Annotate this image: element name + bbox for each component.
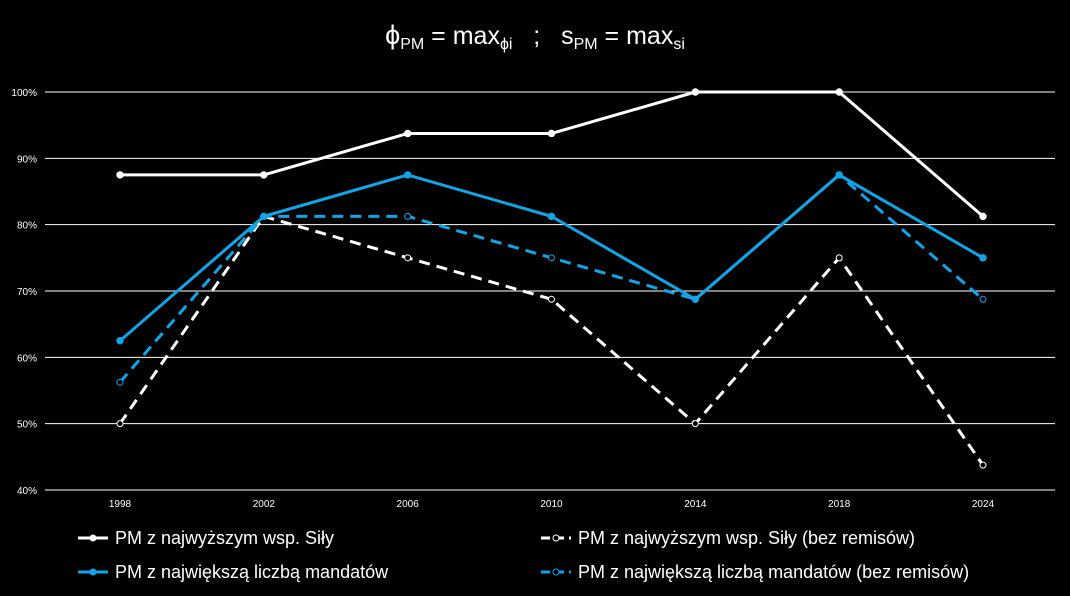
x-tick-label: 2014 (684, 499, 707, 510)
data-point (979, 212, 987, 221)
x-tick-label: 2024 (972, 499, 995, 510)
legend-marker (89, 568, 97, 576)
data-point (404, 212, 412, 220)
data-point (691, 295, 700, 303)
legend-item: PM z najwyższym wsp. Siły (bez remisów) (541, 528, 915, 548)
title-equation-2-subscript: si (673, 36, 685, 53)
legend-marker (552, 568, 560, 576)
data-point (404, 254, 412, 262)
y-tick-label: 40% (17, 486, 37, 497)
data-point (547, 212, 556, 221)
gridlines (45, 91, 1055, 491)
x-tick-label: 2006 (397, 499, 420, 510)
legend-item: PM z najwyższym wsp. Siły (78, 528, 334, 548)
x-tick-label: 2010 (540, 499, 563, 510)
legend-label: PM z największą liczbą mandatów (115, 562, 389, 582)
y-tick-label: 50% (17, 420, 37, 431)
data-point (979, 295, 987, 303)
title-equation-1: = max (424, 22, 500, 50)
legend-marker (552, 534, 560, 542)
title-separator: ; (512, 22, 561, 50)
x-tick-label: 1998 (109, 499, 132, 510)
legend-label: PM z najwyższym wsp. Siły (115, 528, 334, 548)
data-point (548, 254, 555, 262)
data-point (116, 337, 124, 345)
title-s-symbol: s (561, 22, 574, 50)
title-phi-subscript: PM (400, 36, 424, 53)
series-line (118, 173, 984, 384)
y-tick-label: 60% (17, 353, 37, 364)
y-tick-label: 80% (17, 221, 37, 232)
legend-label: PM z największą liczbą mandatów (bez rem… (578, 562, 969, 582)
legend-marker (89, 534, 97, 542)
title-equation-1-subscript: ϕi (500, 36, 513, 53)
series-line (120, 90, 984, 218)
legend: PM z najwyższym wsp. Siły PM z najwyższym… (78, 528, 969, 582)
y-tick-label: 100% (11, 88, 37, 99)
data-point (403, 171, 412, 179)
x-axis-ticks: 1998 2002 2006 2010 2014 2018 2024 (109, 499, 995, 510)
legend-item: PM z największą liczbą mandatów (78, 562, 389, 582)
data-point (835, 254, 843, 262)
data-point (835, 171, 843, 179)
legend-label: PM z najwyższym wsp. Siły (bez remisów) (578, 528, 915, 548)
chart-title: ϕPM = maxϕi ; sPM = maxsi (385, 20, 685, 53)
title-equation-2: = max (598, 22, 674, 50)
data-point (548, 295, 555, 303)
data-point (260, 171, 268, 179)
data-point (116, 378, 124, 386)
x-tick-label: 2002 (253, 499, 276, 510)
data-point (547, 129, 556, 138)
data-point (691, 88, 700, 96)
y-tick-label: 70% (17, 287, 37, 298)
title-s-subscript: PM (574, 36, 598, 53)
series-4 (116, 171, 987, 386)
data-point (835, 88, 843, 96)
plot-area (116, 88, 987, 469)
data-point (979, 461, 987, 469)
data-point (116, 420, 124, 428)
x-tick-label: 2018 (828, 499, 851, 510)
data-point (116, 171, 124, 179)
data-point (691, 420, 699, 428)
series-2 (116, 212, 987, 469)
series-1 (116, 88, 987, 221)
series-3 (116, 171, 987, 345)
data-point (979, 254, 987, 262)
series-line (118, 214, 985, 466)
data-point (260, 212, 268, 221)
legend-item: PM z największą liczbą mandatów (bez rem… (541, 562, 969, 582)
data-point (403, 129, 412, 138)
title-phi-symbol: ϕ (385, 20, 400, 50)
y-axis-ticks: 40% 50% 60% 70% 80% 90% 100% (11, 88, 37, 497)
y-tick-label: 90% (17, 154, 37, 165)
